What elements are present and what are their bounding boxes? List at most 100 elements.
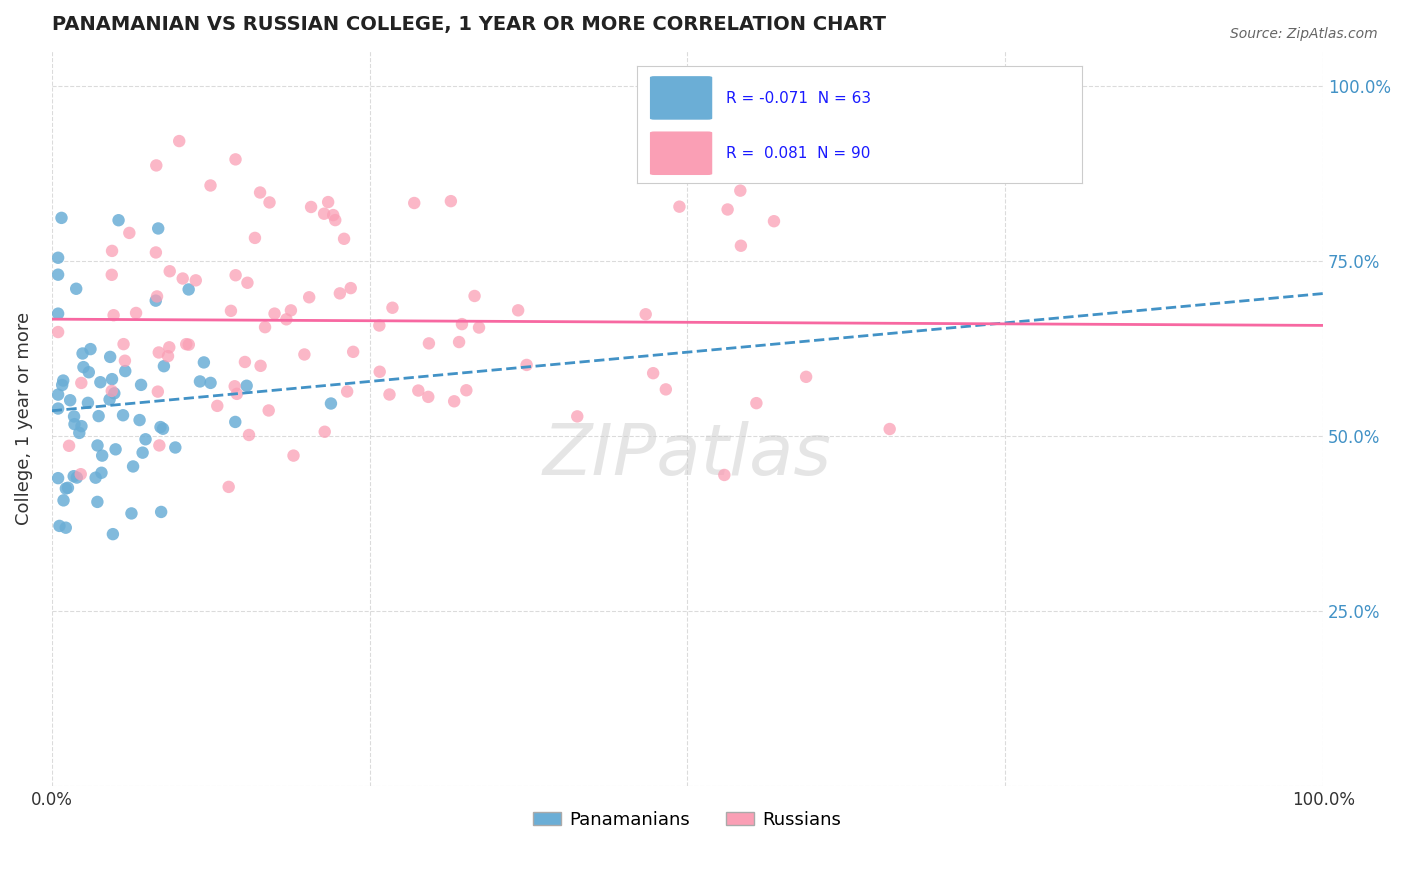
Panamanians xyxy=(51,211,73,225)
Russians xyxy=(717,202,740,217)
Russians xyxy=(259,195,281,210)
Panamanians xyxy=(46,251,69,265)
Russians xyxy=(314,207,336,221)
Russians xyxy=(225,387,247,401)
Panamanians xyxy=(98,392,121,407)
Russians xyxy=(329,286,352,301)
Panamanians xyxy=(55,482,77,496)
Panamanians xyxy=(79,342,101,356)
Russians xyxy=(238,428,260,442)
Panamanians xyxy=(104,442,127,457)
Russians xyxy=(70,376,93,390)
Panamanians xyxy=(46,401,69,416)
Panamanians xyxy=(89,375,111,389)
Panamanians xyxy=(165,441,187,455)
Russians xyxy=(225,153,247,167)
Russians xyxy=(418,390,440,404)
Russians xyxy=(339,281,361,295)
Panamanians xyxy=(235,378,257,392)
Panamanians xyxy=(70,419,93,434)
Panamanians xyxy=(62,469,84,483)
Panamanians xyxy=(101,372,124,386)
Russians xyxy=(148,345,170,359)
Russians xyxy=(730,184,752,198)
Russians xyxy=(243,231,266,245)
Panamanians xyxy=(193,355,215,369)
Russians xyxy=(368,318,391,333)
Russians xyxy=(299,200,322,214)
Russians xyxy=(280,303,302,318)
Panamanians xyxy=(52,374,75,388)
Panamanians xyxy=(86,495,108,509)
Russians xyxy=(762,214,785,228)
Russians xyxy=(69,467,91,482)
Panamanians xyxy=(46,471,69,485)
Panamanians xyxy=(59,393,82,408)
Russians xyxy=(643,366,665,380)
Russians xyxy=(224,379,246,393)
Panamanians xyxy=(112,409,135,423)
Panamanians xyxy=(122,459,145,474)
Panamanians xyxy=(77,396,100,410)
Panamanians xyxy=(152,422,174,436)
Russians xyxy=(156,349,179,363)
Russians xyxy=(634,307,657,321)
Y-axis label: College, 1 year or more: College, 1 year or more xyxy=(15,312,32,525)
Russians xyxy=(655,383,678,397)
Panamanians xyxy=(87,409,110,423)
Panamanians xyxy=(63,417,86,432)
Panamanians xyxy=(114,364,136,378)
Russians xyxy=(257,403,280,417)
Panamanians xyxy=(86,438,108,452)
Panamanians xyxy=(188,375,211,389)
Russians xyxy=(100,268,122,282)
Panamanians xyxy=(91,449,114,463)
Panamanians xyxy=(51,378,73,392)
Russians xyxy=(46,325,69,339)
Panamanians xyxy=(90,466,112,480)
Russians xyxy=(342,344,364,359)
Russians xyxy=(283,449,305,463)
Panamanians xyxy=(55,521,77,535)
Text: ZIPatlas: ZIPatlas xyxy=(543,421,832,490)
Russians xyxy=(125,306,148,320)
Russians xyxy=(516,358,538,372)
Russians xyxy=(249,359,271,373)
Russians xyxy=(112,337,135,351)
Russians xyxy=(174,337,197,351)
Russians xyxy=(368,365,391,379)
Russians xyxy=(440,194,463,209)
Panamanians xyxy=(129,377,152,392)
Panamanians xyxy=(84,471,107,485)
Russians xyxy=(730,238,752,252)
Russians xyxy=(249,186,271,200)
Russians xyxy=(177,337,200,351)
Russians xyxy=(58,439,80,453)
Russians xyxy=(172,271,194,285)
Russians xyxy=(567,409,589,424)
Panamanians xyxy=(131,445,153,459)
Panamanians xyxy=(98,350,121,364)
Russians xyxy=(225,268,247,283)
Russians xyxy=(292,347,315,361)
Russians xyxy=(408,384,430,398)
Russians xyxy=(418,336,440,351)
Panamanians xyxy=(135,432,157,446)
Legend: Panamanians, Russians: Panamanians, Russians xyxy=(526,804,849,837)
Panamanians xyxy=(150,505,173,519)
Panamanians xyxy=(103,386,125,401)
Panamanians xyxy=(52,493,75,508)
Russians xyxy=(464,289,486,303)
Russians xyxy=(114,353,136,368)
Panamanians xyxy=(67,425,90,440)
Russians xyxy=(468,320,491,334)
Text: Source: ZipAtlas.com: Source: ZipAtlas.com xyxy=(1230,27,1378,41)
Russians xyxy=(794,369,817,384)
Russians xyxy=(233,355,256,369)
Russians xyxy=(449,334,471,349)
Panamanians xyxy=(153,359,176,374)
Panamanians xyxy=(63,409,86,424)
Russians xyxy=(157,340,180,354)
Russians xyxy=(276,312,298,326)
Russians xyxy=(333,232,356,246)
